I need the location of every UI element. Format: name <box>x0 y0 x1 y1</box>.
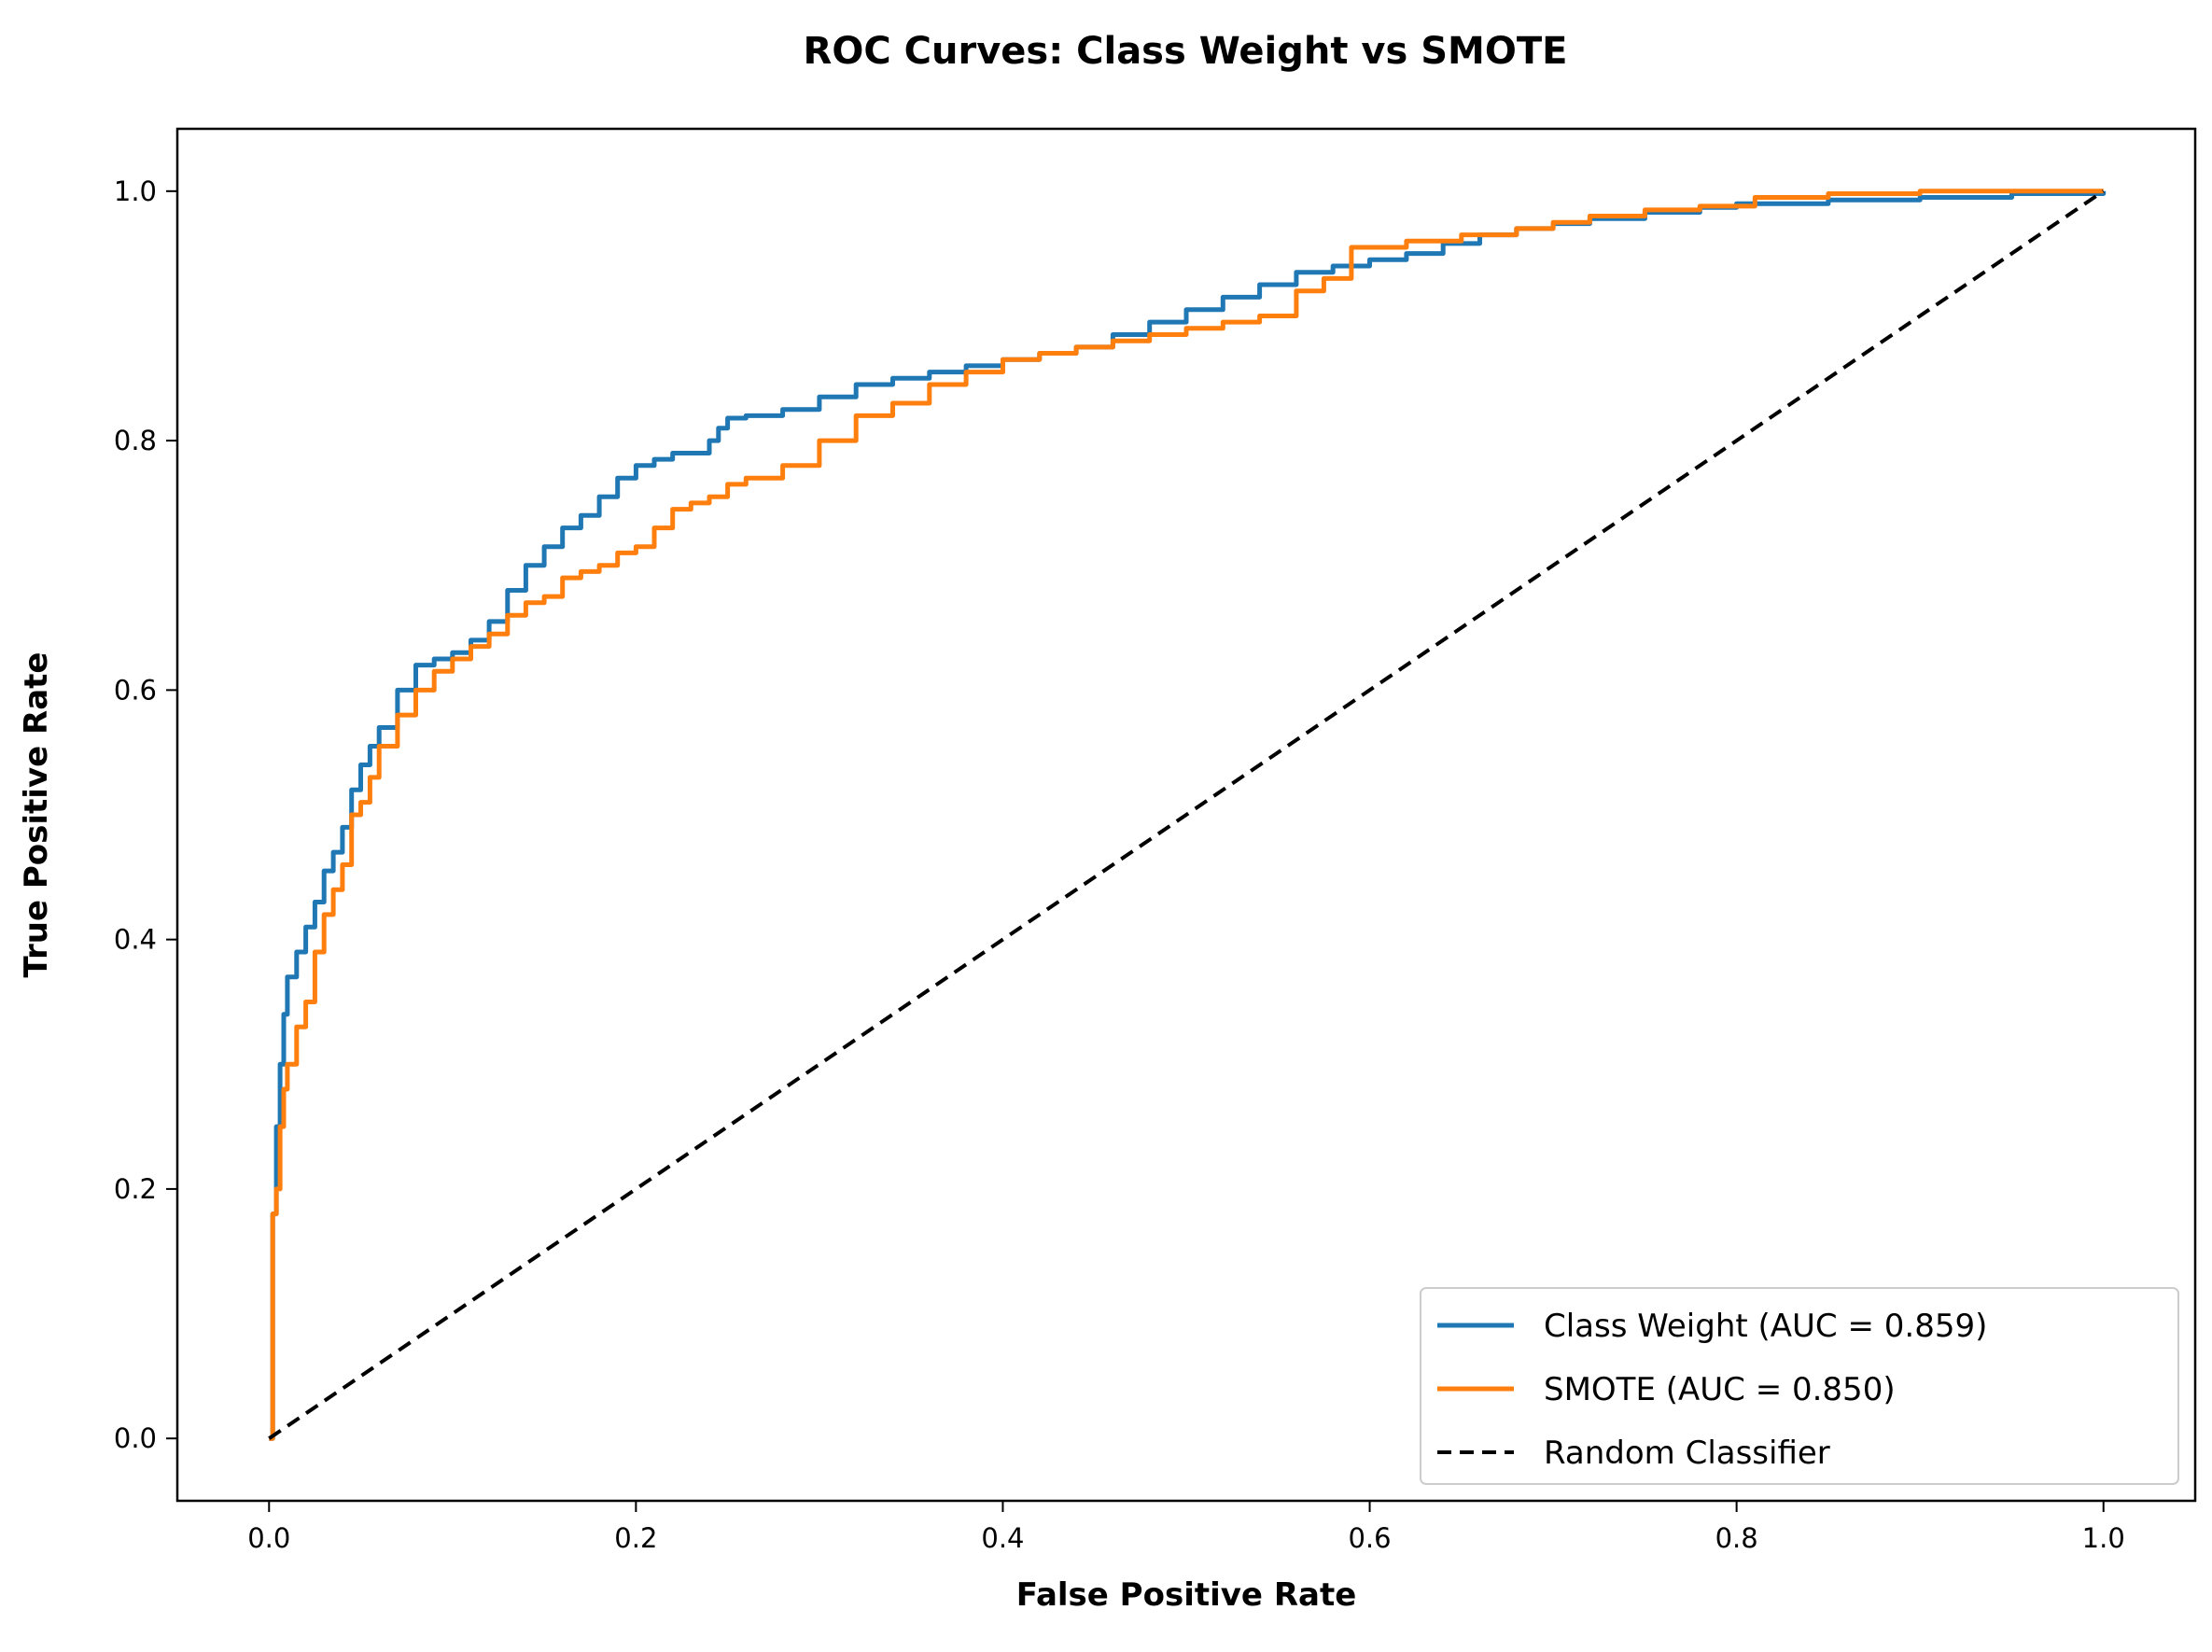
x-tick-label: 0.8 <box>1715 1522 1758 1554</box>
plot-frame <box>175 127 2197 1503</box>
x-tick-label: 0.0 <box>247 1522 290 1554</box>
series-line-0 <box>269 190 2107 1441</box>
y-tick-label: 1.0 <box>114 175 157 207</box>
y-tick-label: 0.6 <box>114 674 157 706</box>
x-axis-label: False Positive Rate <box>1016 1576 1357 1614</box>
y-tick-label: 0.0 <box>114 1422 157 1454</box>
x-tick-label: 0.4 <box>981 1522 1024 1554</box>
y-axis: 0.0 0.2 0.4 0.6 0.8 1.0 <box>114 175 177 1454</box>
x-axis: 0.0 0.2 0.4 0.6 0.8 1.0 <box>247 1501 2125 1554</box>
legend-label: Class Weight (AUC = 0.859) <box>1544 1308 1987 1345</box>
x-tick-label: 0.2 <box>614 1522 657 1554</box>
plot-area <box>268 189 2107 1441</box>
y-axis-label: True Positive Rate <box>18 652 55 978</box>
legend-label: SMOTE (AUC = 0.850) <box>1544 1371 1896 1408</box>
y-tick-label: 0.4 <box>114 924 157 956</box>
legend: Class Weight (AUC = 0.859) SMOTE (AUC = 0… <box>1420 1287 2179 1485</box>
y-tick-label: 0.2 <box>114 1173 157 1205</box>
legend-box <box>1420 1287 2179 1485</box>
legend-label: Random Classifier <box>1544 1435 1830 1472</box>
y-tick-label: 0.8 <box>114 425 157 456</box>
x-tick-label: 0.6 <box>1348 1522 1391 1554</box>
series-line-1 <box>269 189 2104 1441</box>
series-line-2 <box>268 189 2105 1440</box>
chart-title: ROC Curves: Class Weight vs SMOTE <box>804 30 1568 73</box>
x-tick-label: 1.0 <box>2082 1522 2125 1554</box>
